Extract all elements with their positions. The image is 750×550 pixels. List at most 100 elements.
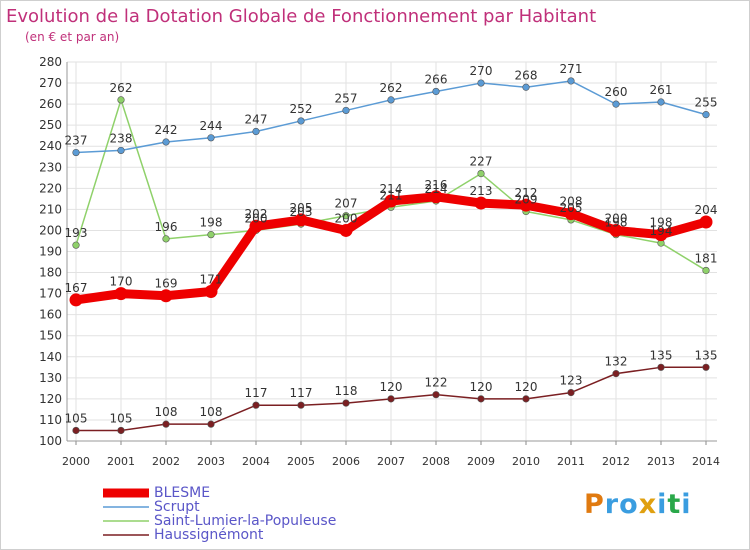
y-tick-label: 280: [39, 55, 62, 69]
y-tick-label: 200: [39, 223, 62, 237]
data-label: 122: [425, 376, 448, 390]
data-label: 200: [605, 211, 628, 225]
data-label: 193: [65, 226, 88, 240]
data-label: 198: [200, 216, 223, 230]
data-label: 200: [245, 211, 268, 225]
data-label: 203: [290, 205, 313, 219]
y-tick-label: 170: [39, 287, 62, 301]
series-point: [564, 207, 578, 221]
data-label: 204: [695, 203, 718, 217]
grid: [67, 61, 717, 442]
series-point: [654, 228, 668, 242]
legend-label-scrupt: Scrupt: [154, 499, 200, 515]
data-label: 105: [110, 411, 133, 425]
data-label: 211: [380, 188, 403, 202]
series-point: [387, 96, 395, 104]
x-tick-label: 2010: [512, 455, 540, 468]
data-label: 207: [335, 197, 358, 211]
data-label: 244: [200, 119, 223, 133]
x-tick-label: 2012: [602, 455, 630, 468]
x-tick-label: 2001: [107, 455, 135, 468]
data-label: 216: [425, 178, 448, 192]
series-point: [294, 213, 308, 227]
series-point: [657, 363, 665, 371]
series-point: [69, 293, 83, 307]
series-point: [519, 198, 533, 212]
data-label: 268: [515, 68, 538, 82]
series-point: [162, 235, 170, 243]
y-tick-label: 220: [39, 181, 62, 195]
data-label: 117: [245, 386, 268, 400]
series-point: [117, 146, 125, 155]
data-label: 118: [335, 384, 358, 398]
data-label: 260: [605, 85, 628, 99]
series-point: [114, 287, 128, 301]
series-point: [609, 223, 623, 237]
series-point: [567, 77, 575, 85]
x-tick-label: 2005: [287, 455, 315, 468]
data-label: 255: [695, 96, 718, 110]
series-point: [249, 219, 263, 233]
x-tick-label: 2014: [692, 455, 720, 468]
proxiti-logo: Proxiti: [584, 489, 692, 520]
data-label: 202: [245, 207, 268, 221]
series-point: [387, 395, 395, 403]
data-label: 227: [470, 155, 493, 169]
x-tick-label: 2009: [467, 455, 495, 468]
data-label: 242: [155, 123, 178, 137]
data-label: 247: [245, 112, 268, 126]
legend-swatch-saint-lumier: [103, 520, 149, 522]
data-label: 135: [650, 348, 673, 362]
data-label: 105: [65, 411, 88, 425]
series-point: [252, 127, 260, 136]
series-point: [702, 363, 710, 371]
data-label: 238: [110, 131, 133, 145]
series-point: [342, 399, 350, 407]
y-tick-label: 100: [39, 434, 62, 448]
data-label: 252: [290, 102, 313, 116]
x-tick-label: 2007: [377, 455, 405, 468]
data-label: 170: [110, 275, 133, 289]
series-point: [252, 401, 260, 409]
y-tick-label: 240: [39, 139, 62, 153]
x-tick-label: 2013: [647, 455, 675, 468]
series-point: [162, 420, 170, 428]
series-point: [477, 169, 485, 178]
data-label: 209: [515, 192, 538, 206]
y-tick-label: 110: [39, 413, 62, 427]
series-point: [702, 266, 710, 275]
legend-label-saint-lumier: Saint-Lumier-la-Populeuse: [154, 513, 337, 529]
data-label: 205: [560, 201, 583, 215]
data-label: 213: [470, 184, 493, 198]
data-label: 271: [560, 62, 583, 76]
series-point: [342, 106, 350, 115]
x-tick-label: 2000: [62, 455, 90, 468]
series-point: [702, 111, 710, 119]
legend-swatch-blesme: [103, 488, 149, 498]
series-point: [657, 98, 665, 106]
series-point: [207, 134, 215, 142]
x-tick-label: 2008: [422, 455, 450, 468]
y-tick-label: 210: [39, 202, 62, 216]
data-label: 117: [290, 386, 313, 400]
data-label: 132: [605, 355, 628, 369]
y-tick-label: 140: [39, 350, 62, 364]
data-label: 262: [380, 81, 403, 95]
data-label: 262: [110, 81, 133, 95]
data-label: 198: [605, 216, 628, 230]
series-point: [384, 194, 398, 208]
data-label: 181: [695, 251, 718, 265]
data-label: 270: [470, 64, 493, 78]
axes: 100 110 120 130 140 150 160 170 180 190 200 210 220 2…: [39, 55, 720, 468]
data-label: 200: [335, 211, 358, 225]
y-tick-label: 250: [39, 118, 62, 132]
data-label: 123: [560, 374, 583, 388]
series-point: [477, 79, 485, 87]
series-point: [207, 420, 215, 428]
data-label: 214: [380, 182, 403, 196]
series-layer: [69, 77, 713, 435]
y-tick-label: 270: [39, 76, 62, 90]
series-point: [204, 285, 218, 299]
legend-swatch-scrupt: [103, 506, 149, 508]
